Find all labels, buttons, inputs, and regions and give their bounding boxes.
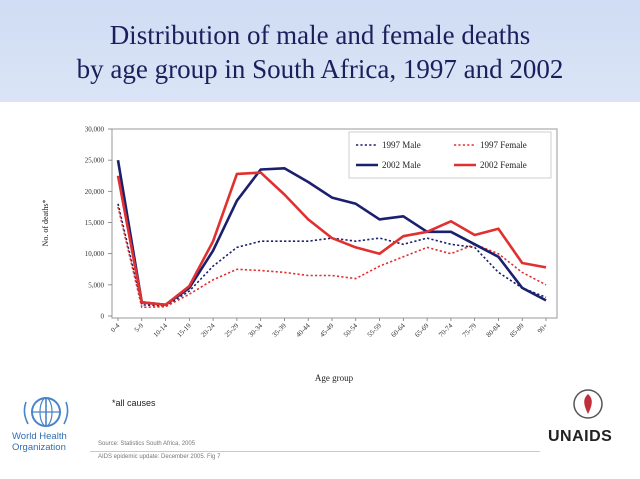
y-tick-label: 25,000 — [85, 157, 105, 165]
y-tick-label: 5,000 — [88, 281, 104, 289]
y-tick-label: 20,000 — [85, 188, 105, 196]
y-axis-title: No. of deaths* — [41, 200, 50, 247]
x-tick-label: 75-79 — [461, 321, 479, 339]
x-tick-label: 50-54 — [342, 321, 360, 339]
series-line-2002-female — [116, 171, 547, 307]
unaids-emblem-icon — [573, 389, 603, 419]
source-line-2: AIDS epidemic update: December 2005. Fig… — [98, 454, 221, 460]
footnote: *all causes — [112, 398, 156, 408]
x-tick-label: 40-44 — [294, 321, 312, 339]
x-tick-label: 60-64 — [390, 321, 408, 339]
series-line-1997-male — [117, 203, 547, 307]
y-tick-label: 30,000 — [85, 126, 105, 134]
source-line-1: Source: Statistics South Africa, 2005 — [98, 441, 196, 447]
x-tick-label: 55-59 — [366, 321, 384, 339]
line-chart: 0 5,000 10,000 15,000 20,000 25,000 30,000 0-4… — [41, 126, 558, 383]
x-tick-label: 5-9 — [133, 321, 146, 334]
title-line-2: by age group in South Africa, 1997 and 2… — [76, 54, 564, 84]
x-tick-label: 35-39 — [271, 321, 289, 339]
series-lines — [116, 159, 547, 309]
title-line-1: Distribution of male and female deaths — [109, 20, 531, 50]
legend-label: 1997 Male — [382, 140, 421, 150]
y-tick-label: 0 — [101, 313, 105, 321]
x-axis-title: Age group — [315, 373, 354, 383]
x-tick-label: 30-34 — [247, 321, 265, 339]
x-tick-label: 10-14 — [152, 321, 170, 339]
footer-divider — [90, 451, 540, 452]
series-line-2002-male — [116, 159, 547, 307]
legend: 1997 Male 1997 Female 2002 Male 2002 Female — [348, 131, 552, 179]
x-tick-label: 25-29 — [223, 321, 241, 339]
y-tick-label: 10,000 — [85, 250, 105, 258]
legend-label: 2002 Male — [382, 160, 421, 170]
y-tick-label: 15,000 — [85, 219, 105, 227]
legend-box — [348, 131, 552, 179]
legend-label: 2002 Female — [480, 160, 527, 170]
x-tick-label: 90+ — [536, 322, 549, 335]
x-tick-label: 70-74 — [437, 321, 455, 339]
x-tick-label: 80-84 — [485, 321, 503, 339]
x-tick-label: 15-19 — [176, 321, 194, 339]
x-tick-label: 85-89 — [508, 321, 526, 339]
chart-panel: 0 5,000 10,000 15,000 20,000 25,000 30,000 0-4… — [0, 102, 640, 479]
legend-label: 1997 Female — [480, 140, 527, 150]
x-tick-label: 0-4 — [109, 321, 122, 334]
who-label-line-2: Organization — [12, 442, 66, 453]
x-axis: 0-4 5-9 10-14 15-19 20-24 25-29 30-34 35-39 40-4… — [109, 318, 549, 339]
who-emblem-icon — [23, 397, 69, 427]
x-tick-label: 45-49 — [318, 321, 336, 339]
x-tick-label: 20-24 — [199, 321, 217, 339]
unaids-label: UNAIDS — [548, 428, 613, 445]
who-label: World Health Organization — [12, 431, 67, 453]
y-axis: 0 5,000 10,000 15,000 20,000 25,000 30,000 — [85, 126, 112, 321]
who-label-line-1: World Health — [12, 431, 67, 442]
chart-title: Distribution of male and female deaths b… — [0, 18, 640, 86]
x-tick-label: 65-69 — [413, 321, 431, 339]
plot-area — [111, 128, 558, 319]
